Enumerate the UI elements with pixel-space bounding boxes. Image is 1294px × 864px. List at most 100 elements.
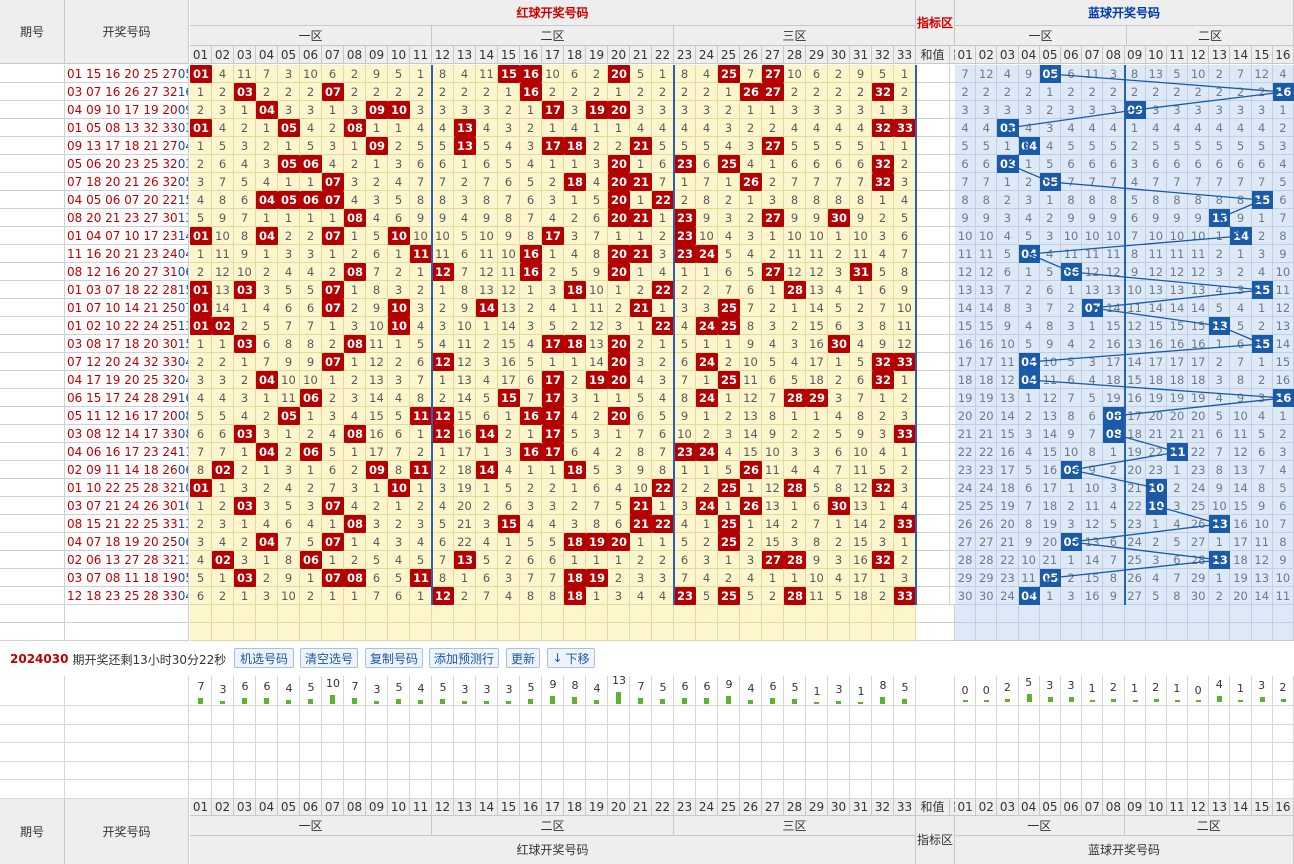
red-omission[interactable]: 6 [212, 425, 234, 443]
blue-omission[interactable]: 3 [1166, 101, 1189, 119]
red-omission[interactable]: 2 [344, 155, 366, 173]
red-omission[interactable]: 6 [806, 497, 828, 515]
blue-omission[interactable]: 2 [1251, 227, 1273, 245]
red-omission[interactable]: 9 [630, 461, 652, 479]
red-omission[interactable]: 2 [718, 191, 740, 209]
red-omission[interactable]: 6 [674, 353, 696, 371]
red-omission[interactable]: 2 [212, 353, 234, 371]
red-omission[interactable]: 1 [696, 407, 718, 425]
predict-red-cell[interactable] [278, 623, 300, 641]
blue-omission[interactable]: 3 [1082, 101, 1104, 119]
red-omission[interactable]: 10 [300, 371, 322, 389]
blue-omission[interactable]: 28 [1188, 551, 1210, 569]
red-omission[interactable]: 2 [784, 515, 806, 533]
red-omission[interactable]: 3 [212, 371, 234, 389]
blue-omission[interactable]: 15 [955, 317, 977, 335]
red-hit-ball[interactable]: 25 [718, 155, 740, 173]
red-omission[interactable]: 7 [894, 245, 916, 263]
blue-omission[interactable]: 23 [955, 461, 977, 479]
red-omission[interactable]: 3 [762, 317, 784, 335]
red-omission[interactable]: 3 [564, 515, 586, 533]
blue-omission[interactable]: 7 [1209, 173, 1231, 191]
red-omission[interactable]: 5 [388, 191, 410, 209]
blue-omission[interactable]: 9 [1039, 335, 1061, 353]
blue-omission[interactable]: 11 [1082, 497, 1104, 515]
red-omission[interactable]: 3 [234, 389, 256, 407]
blue-omission[interactable]: 11 [1230, 425, 1252, 443]
red-hit-ball[interactable]: 26 [740, 497, 762, 515]
red-omission[interactable]: 1 [256, 209, 278, 227]
red-omission[interactable]: 8 [740, 317, 762, 335]
red-hit-ball[interactable]: 23 [674, 587, 696, 605]
red-omission[interactable]: 3 [234, 137, 256, 155]
blue-omission[interactable]: 4 [1018, 119, 1040, 137]
predict-blue-cell[interactable] [1145, 623, 1167, 641]
red-omission[interactable]: 1 [674, 173, 696, 191]
red-omission[interactable]: 4 [784, 353, 806, 371]
blue-omission[interactable]: 5 [997, 245, 1019, 263]
blue-omission[interactable]: 7 [997, 281, 1019, 299]
red-omission[interactable]: 5 [850, 137, 872, 155]
red-hit-ball[interactable]: 27 [762, 65, 784, 83]
predict-red-cell[interactable] [410, 605, 432, 623]
predict-red-cell[interactable] [762, 605, 784, 623]
blue-omission[interactable]: 11 [1251, 533, 1273, 551]
blue-omission[interactable]: 14 [1188, 299, 1210, 317]
blue-omission[interactable]: 2 [1145, 533, 1167, 551]
red-hit-ball[interactable]: 18 [564, 335, 586, 353]
blue-omission[interactable]: 8 [1166, 191, 1189, 209]
red-omission[interactable]: 4 [520, 515, 542, 533]
red-omission[interactable]: 2 [586, 65, 608, 83]
red-omission[interactable]: 1 [696, 371, 718, 389]
red-omission[interactable]: 7 [498, 191, 520, 209]
red-hit-ball[interactable]: 30 [828, 497, 850, 515]
red-hit-ball[interactable]: 08 [344, 263, 366, 281]
blue-omission[interactable]: 2 [1060, 569, 1083, 587]
red-omission[interactable]: 18 [454, 461, 476, 479]
blue-omission[interactable]: 13 [997, 389, 1019, 407]
blue-omission[interactable]: 7 [1272, 209, 1294, 227]
red-omission[interactable]: 2 [520, 119, 542, 137]
red-hit-ball[interactable]: 32 [872, 119, 894, 137]
red-omission[interactable]: 4 [278, 479, 300, 497]
blue-omission[interactable]: 18 [1188, 371, 1210, 389]
blue-omission[interactable]: 9 [1103, 587, 1125, 605]
red-hit-ball[interactable]: 20 [608, 335, 630, 353]
red-omission[interactable]: 4 [806, 119, 828, 137]
red-hit-ball[interactable]: 19 [586, 569, 608, 587]
blue-omission[interactable]: 5 [1251, 425, 1273, 443]
red-hit-ball[interactable]: 17 [542, 137, 564, 155]
blue-omission[interactable]: 10 [997, 335, 1019, 353]
red-omission[interactable]: 2 [498, 101, 520, 119]
blue-hit-ball[interactable]: 09 [1124, 101, 1146, 119]
blue-omission[interactable]: 15 [1103, 317, 1125, 335]
red-omission[interactable]: 4 [344, 407, 366, 425]
blue-omission[interactable]: 10 [1018, 551, 1040, 569]
red-hit-ball[interactable]: 25 [718, 299, 740, 317]
red-omission[interactable]: 1 [586, 587, 608, 605]
red-hit-ball[interactable]: 26 [740, 173, 762, 191]
blue-hit-ball[interactable]: 13 [1209, 515, 1231, 533]
red-omission[interactable]: 5 [872, 65, 894, 83]
red-omission[interactable]: 1 [476, 479, 498, 497]
red-omission[interactable]: 4 [586, 443, 608, 461]
red-omission[interactable]: 1 [322, 371, 344, 389]
red-hit-ball[interactable]: 12 [432, 425, 454, 443]
blue-omission[interactable]: 7 [1166, 569, 1189, 587]
blue-omission[interactable]: 10 [1230, 407, 1252, 425]
red-omission[interactable]: 12 [784, 263, 806, 281]
red-omission[interactable]: 2 [784, 317, 806, 335]
red-omission[interactable]: 5 [300, 533, 322, 551]
blue-omission[interactable]: 20 [1124, 461, 1146, 479]
blue-omission[interactable]: 2 [1124, 137, 1146, 155]
blue-omission[interactable]: 8 [1272, 227, 1294, 245]
blue-omission[interactable]: 4 [1039, 245, 1061, 263]
red-omission[interactable]: 3 [850, 317, 872, 335]
red-omission[interactable]: 8 [784, 191, 806, 209]
red-omission[interactable]: 10 [498, 245, 520, 263]
red-hit-ball[interactable]: 19 [586, 533, 608, 551]
red-omission[interactable]: 8 [454, 281, 476, 299]
red-omission[interactable]: 3 [608, 317, 630, 335]
red-omission[interactable]: 6 [564, 65, 586, 83]
blue-omission[interactable]: 12 [955, 263, 977, 281]
